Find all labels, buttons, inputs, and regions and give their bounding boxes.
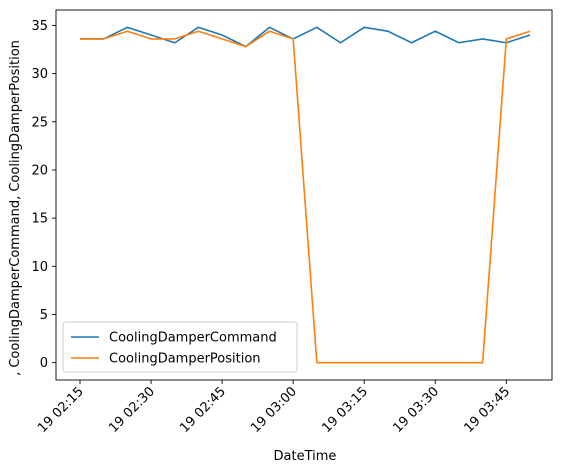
x-axis-ticks: 19 02:15 19 02:30 19 02:45 19 03:00 19 03:15… <box>35 380 513 436</box>
y-tick-label: 20 <box>31 163 48 178</box>
x-axis-label: DateTime <box>274 449 337 464</box>
y-tick-label: 0 <box>40 356 48 371</box>
x-tick-label: 19 02:30 <box>106 384 158 436</box>
x-tick-label: 19 03:00 <box>248 384 300 436</box>
x-tick-label: 19 03:30 <box>390 384 442 436</box>
legend-box <box>62 321 298 373</box>
x-tick-label: 19 03:45 <box>461 384 513 436</box>
y-tick-label: 35 <box>31 19 48 34</box>
y-tick-label: 15 <box>31 212 48 227</box>
x-tick-label: 19 02:15 <box>35 384 87 436</box>
y-axis-label: , CoolingDamperCommand, CoolingDamperPos… <box>8 40 23 376</box>
plot-frame <box>55 9 553 381</box>
x-tick-label: 19 03:15 <box>319 384 371 436</box>
series-line-coolingdamperposition <box>80 30 531 364</box>
series-line-coolingdampercommand <box>80 26 531 48</box>
y-axis-ticks: 0 5 10 15 20 25 30 35 <box>31 19 56 371</box>
legend-label: CoolingDamperCommand <box>109 331 277 346</box>
legend: CoolingDamperCommand CoolingDamperPositio… <box>62 321 298 373</box>
series-lines <box>80 26 531 364</box>
x-tick-label: 19 02:45 <box>177 384 229 436</box>
plot-area <box>55 9 553 381</box>
y-tick-label: 10 <box>31 260 48 275</box>
y-tick-label: 30 <box>31 67 48 82</box>
y-tick-label: 25 <box>31 115 48 130</box>
y-tick-label: 5 <box>40 308 48 323</box>
legend-label: CoolingDamperPosition <box>109 352 261 367</box>
